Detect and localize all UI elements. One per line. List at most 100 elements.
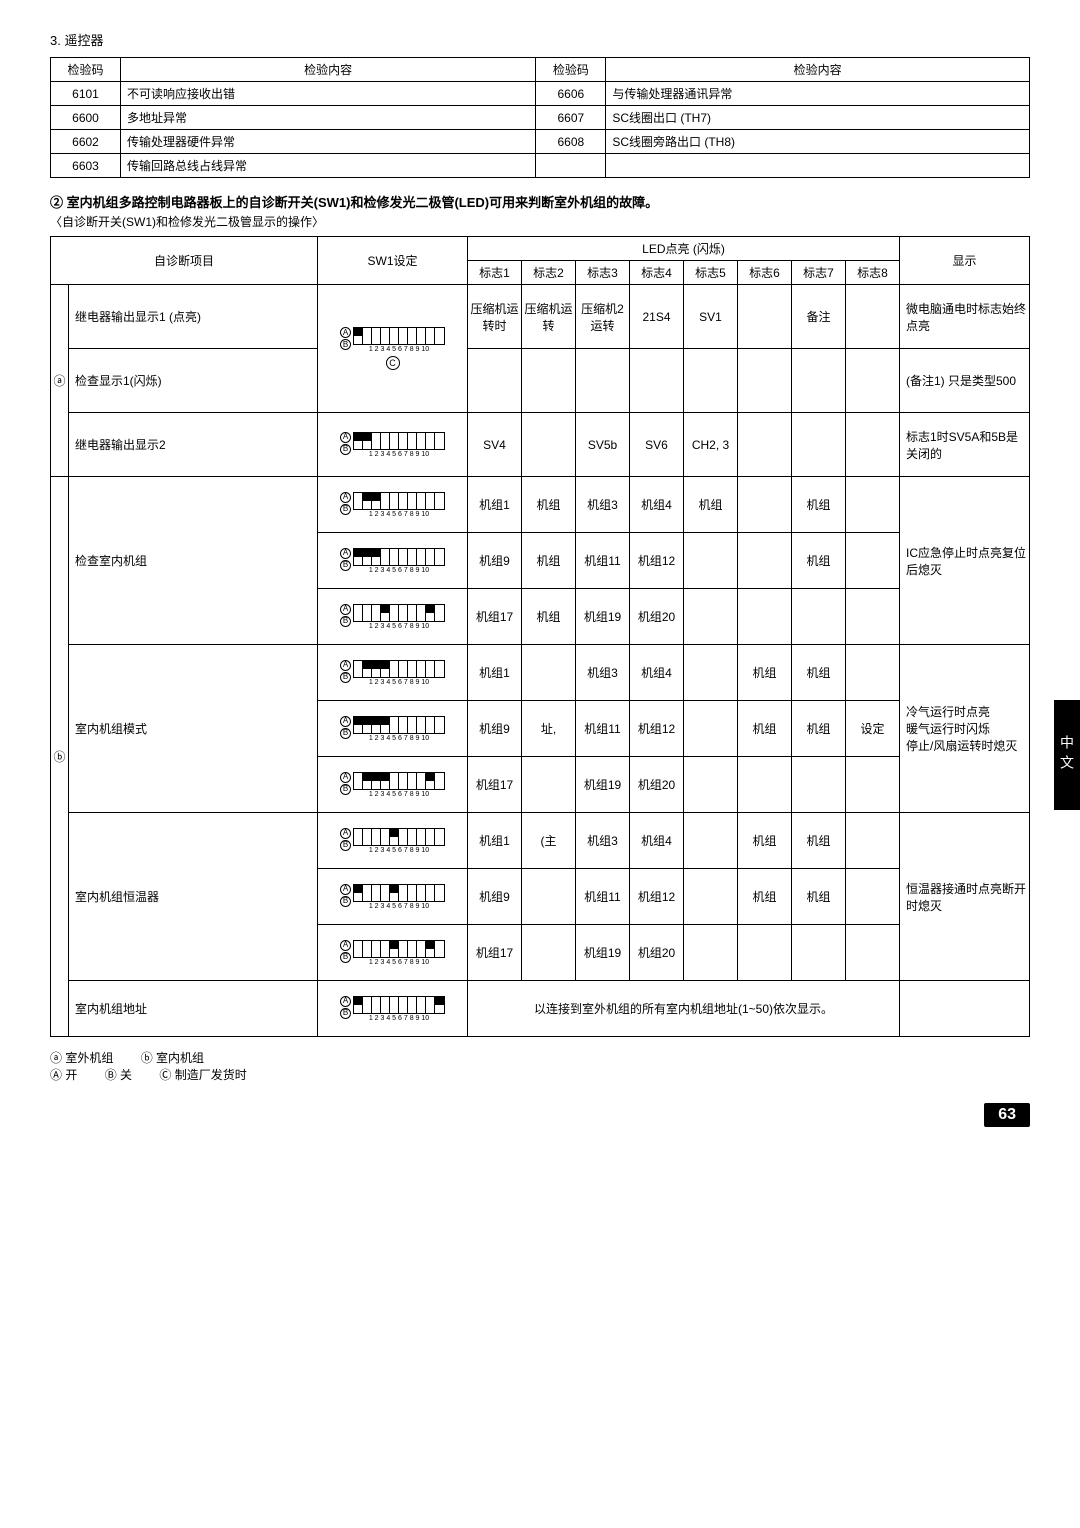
t1-h2: 检验码: [536, 58, 606, 82]
led-cell: [576, 349, 630, 413]
dip-switch: AB 1 2 3 4 5 6 7 8 9 10: [340, 716, 445, 742]
t2-subhead-cell: 标志6: [738, 261, 792, 285]
diag-subtitle: ② 室内机组多路控制电路器板上的自诊断开关(SW1)和检修发光二极管(LED)可…: [50, 192, 1030, 211]
led-cell: SV6: [630, 413, 684, 477]
display-cell: 标志1时SV5A和5B是关闭的: [900, 413, 1030, 477]
led-cell: CH2, 3: [684, 413, 738, 477]
led-cell: [846, 757, 900, 813]
dip-cell: AB 1 2 3 4 5 6 7 8 9 10: [318, 589, 468, 645]
page-number: 63: [984, 1103, 1030, 1127]
t1-h3: 检验内容: [606, 58, 1030, 82]
led-cell: 备注: [792, 285, 846, 349]
led-cell: 机组3: [576, 477, 630, 533]
led-cell: [846, 285, 900, 349]
led-cell: [792, 925, 846, 981]
note-b: ⓑ 室内机组: [141, 1051, 204, 1065]
t1-cell: [536, 154, 606, 178]
note-A: Ⓐ 开: [50, 1068, 77, 1082]
t2-h-disp: 显示: [900, 237, 1030, 285]
t1-cell: 6607: [536, 106, 606, 130]
t1-cell: 6608: [536, 130, 606, 154]
led-cell: [792, 589, 846, 645]
dip-cell: AB 1 2 3 4 5 6 7 8 9 10: [318, 925, 468, 981]
t2-subhead-cell: 标志2: [522, 261, 576, 285]
led-cell: 机组9: [468, 533, 522, 589]
led-cell: 机组: [522, 477, 576, 533]
led-cell: [846, 533, 900, 589]
led-cell: [846, 589, 900, 645]
section-3-title: 3. 遥控器: [50, 30, 1030, 49]
led-cell: 压缩机运转时: [468, 285, 522, 349]
t1-cell: SC线圈旁路出口 (TH8): [606, 130, 1030, 154]
led-cell: 机组: [522, 589, 576, 645]
t2-subhead-cell: 标志8: [846, 261, 900, 285]
led-cell: [522, 757, 576, 813]
led-cell: [522, 925, 576, 981]
led-cell: [738, 477, 792, 533]
dip-switch: AB 1 2 3 4 5 6 7 8 9 10: [340, 604, 445, 630]
led-cell: [738, 285, 792, 349]
group-a-label: ⓐ: [51, 285, 69, 477]
led-cell: [684, 757, 738, 813]
led-cell: 机组19: [576, 925, 630, 981]
led-cell: 机组: [792, 813, 846, 869]
led-cell: [522, 869, 576, 925]
led-cell: [630, 349, 684, 413]
led-cell: 机组19: [576, 589, 630, 645]
led-cell: SV4: [468, 413, 522, 477]
led-cell: [738, 589, 792, 645]
error-code-table: 检验码 检验内容 检验码 检验内容 6101不可读响应接收出错6606与传输处理…: [50, 57, 1030, 178]
t2-subhead-cell: 标志7: [792, 261, 846, 285]
side-tab: 中文: [1054, 700, 1080, 810]
t1-cell: 多地址异常: [121, 106, 536, 130]
dip-cell: AB 1 2 3 4 5 6 7 8 9 10: [318, 757, 468, 813]
dip-cell: AB 1 2 3 4 5 6 7 8 9 10: [318, 869, 468, 925]
dip-switch: AB 1 2 3 4 5 6 7 8 9 10: [340, 996, 445, 1022]
led-cell: SV5b: [576, 413, 630, 477]
dip-switch: AB 1 2 3 4 5 6 7 8 9 10C: [340, 327, 445, 370]
note-C: Ⓒ 制造厂发货时: [159, 1068, 246, 1082]
led-cell: 机组4: [630, 645, 684, 701]
led-cell: 机组1: [468, 645, 522, 701]
led-cell: 机组: [738, 869, 792, 925]
note-a: ⓐ 室外机组: [50, 1051, 113, 1065]
led-cell: [522, 413, 576, 477]
merged-led-cell: 以连接到室外机组的所有室内机组地址(1~50)依次显示。: [468, 981, 900, 1037]
led-cell: [738, 533, 792, 589]
led-cell: [846, 645, 900, 701]
led-cell: 址,: [522, 701, 576, 757]
t1-cell: 传输处理器硬件异常: [121, 130, 536, 154]
led-cell: [522, 349, 576, 413]
display-cell: (备注1) 只是类型500: [900, 349, 1030, 413]
led-cell: [738, 925, 792, 981]
led-cell: 压缩机运转: [522, 285, 576, 349]
dip-cell: AB 1 2 3 4 5 6 7 8 9 10: [318, 813, 468, 869]
led-cell: 机组: [792, 477, 846, 533]
dip-cell: AB 1 2 3 4 5 6 7 8 9 10: [318, 645, 468, 701]
led-cell: 机组17: [468, 925, 522, 981]
led-cell: 机组4: [630, 477, 684, 533]
t1-cell: SC线圈出口 (TH7): [606, 106, 1030, 130]
led-cell: 机组20: [630, 757, 684, 813]
led-cell: 机组: [522, 533, 576, 589]
dip-cell: AB 1 2 3 4 5 6 7 8 9 10: [318, 701, 468, 757]
diag-item: 继电器输出显示2: [69, 413, 318, 477]
diag-item: 检查室内机组: [69, 477, 318, 645]
led-cell: [684, 349, 738, 413]
dip-switch: AB 1 2 3 4 5 6 7 8 9 10: [340, 492, 445, 518]
t1-cell: [606, 154, 1030, 178]
led-cell: 机组12: [630, 869, 684, 925]
led-cell: 压缩机2运转: [576, 285, 630, 349]
led-cell: 机组17: [468, 589, 522, 645]
led-cell: 机组4: [630, 813, 684, 869]
dip-switch: AB 1 2 3 4 5 6 7 8 9 10: [340, 432, 445, 458]
dip-switch: AB 1 2 3 4 5 6 7 8 9 10: [340, 548, 445, 574]
dip-switch: AB 1 2 3 4 5 6 7 8 9 10: [340, 884, 445, 910]
t2-h-item: 自诊断项目: [51, 237, 318, 285]
led-cell: [738, 349, 792, 413]
led-cell: [684, 645, 738, 701]
led-cell: 机组9: [468, 869, 522, 925]
led-cell: 机组19: [576, 757, 630, 813]
led-cell: 21S4: [630, 285, 684, 349]
diag-item: 检查显示1(闪烁): [69, 349, 318, 413]
